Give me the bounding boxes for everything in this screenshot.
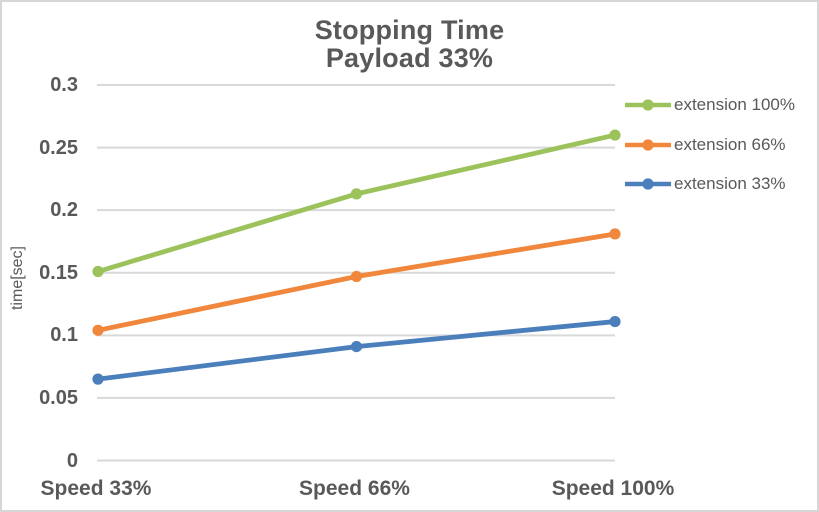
y-tick-label: 0.3	[50, 74, 78, 96]
legend-item: extension 66%	[624, 134, 786, 156]
chart-title: Stopping Time Payload 33%	[2, 16, 817, 72]
data-point	[609, 228, 621, 240]
data-point	[350, 188, 363, 200]
y-tick-label: 0.25	[39, 136, 78, 159]
series-line-0	[97, 132, 616, 274]
data-point	[92, 373, 104, 385]
legend-line-marker-icon	[625, 178, 671, 190]
data-point	[609, 315, 621, 328]
legend-item-label: extension 66%	[674, 134, 786, 154]
data-point	[92, 265, 104, 278]
chart-title-line2: Payload 33%	[325, 43, 494, 73]
x-axis-label: Speed 66%	[299, 477, 410, 500]
legend-line-marker-icon	[625, 138, 671, 151]
legend-item-label: extension 100%	[674, 95, 795, 114]
data-point	[350, 270, 363, 283]
data-point	[609, 129, 621, 141]
x-axis-label: Speed 100%	[551, 477, 675, 500]
y-tick-label: 0.05	[39, 386, 78, 409]
legend-item-label: extension 33%	[674, 174, 786, 193]
legend-item: extension 33%	[624, 173, 786, 195]
chart-title-line1: Stopping Time	[314, 15, 505, 45]
legend-item: extension 100%	[624, 94, 795, 116]
legend-line-marker-icon	[625, 99, 671, 111]
data-point	[92, 324, 104, 336]
x-axis-label: Speed 33%	[40, 477, 152, 500]
y-tick-label: 0.1	[50, 324, 78, 347]
y-tick-label: 0.15	[39, 261, 78, 284]
y-tick-label: 0	[66, 449, 78, 472]
data-point	[350, 340, 363, 353]
y-tick-label: 0.2	[50, 199, 78, 222]
